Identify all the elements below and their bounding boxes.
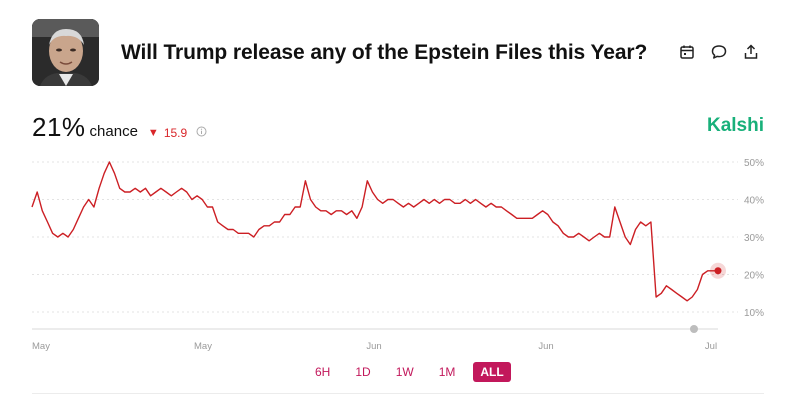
price-line bbox=[31, 161, 718, 302]
price-chart[interactable]: 50% 40% 30% 20% 10% May May Jun Jun Jul bbox=[0, 150, 800, 360]
x-tick-label: Jul bbox=[705, 341, 717, 352]
market-title: Will Trump release any of the Epstein Fi… bbox=[121, 41, 648, 64]
market-avatar bbox=[32, 19, 99, 86]
x-tick-label: Jun bbox=[538, 341, 553, 352]
range-button-1w[interactable]: 1W bbox=[395, 365, 414, 379]
scrubber-handle[interactable] bbox=[690, 325, 698, 333]
portrait-image bbox=[32, 19, 99, 86]
time-range-selector: 6H 1D 1W 1M ALL bbox=[308, 362, 522, 382]
y-tick-label: 30% bbox=[744, 233, 764, 244]
change-value: 15.9 bbox=[163, 126, 188, 140]
range-button-6h[interactable]: 6H bbox=[315, 365, 331, 379]
comment-icon[interactable] bbox=[710, 43, 728, 61]
y-tick-label: 10% bbox=[744, 308, 764, 319]
market-header: Will Trump release any of the Epstein Fi… bbox=[32, 19, 772, 87]
change-indicator: ▼ 15.9 bbox=[148, 126, 187, 140]
range-button-1m[interactable]: 1M bbox=[438, 365, 456, 379]
down-triangle-icon: ▼ bbox=[147, 127, 159, 139]
range-button-all[interactable]: ALL bbox=[473, 362, 511, 382]
x-tick-label: Jun bbox=[366, 341, 381, 352]
x-tick-label: May bbox=[32, 341, 50, 352]
x-tick-label: May bbox=[194, 341, 212, 352]
y-tick-label: 20% bbox=[744, 271, 764, 282]
endpoint-dot bbox=[714, 267, 722, 275]
chance-label: chance bbox=[89, 123, 138, 140]
probability-value: 21% bbox=[32, 112, 86, 142]
info-icon[interactable] bbox=[196, 124, 207, 137]
probability-summary: 21% chance ▼ 15.9 bbox=[32, 112, 207, 143]
y-tick-label: 40% bbox=[744, 196, 764, 207]
brand-logo: Kalshi bbox=[706, 115, 764, 136]
y-tick-label: 50% bbox=[744, 158, 764, 169]
calendar-icon[interactable] bbox=[678, 43, 696, 61]
range-button-1d[interactable]: 1D bbox=[355, 365, 371, 379]
header-actions bbox=[678, 43, 760, 61]
share-icon[interactable] bbox=[742, 43, 760, 61]
section-divider bbox=[32, 393, 764, 394]
